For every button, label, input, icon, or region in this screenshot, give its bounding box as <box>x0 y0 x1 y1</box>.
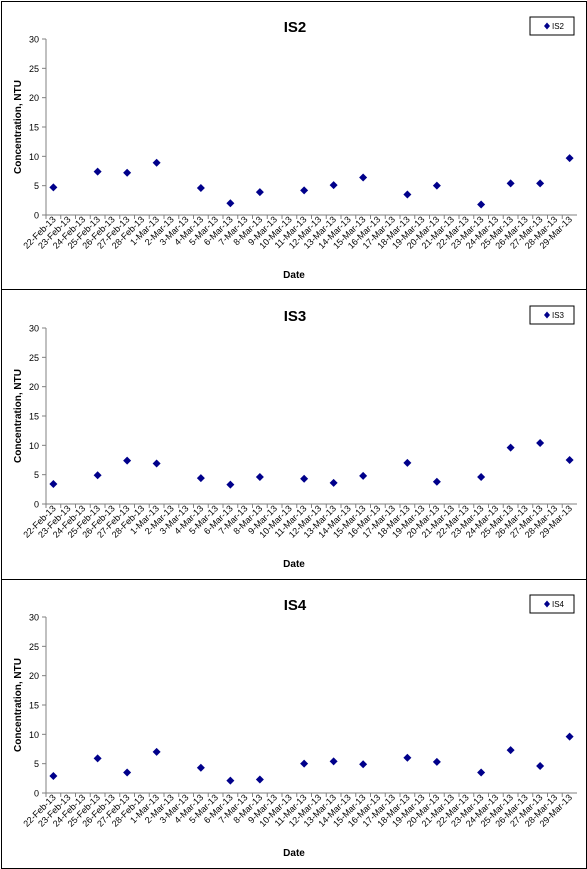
legend-marker <box>544 600 550 608</box>
y-tick-label: 30 <box>29 613 39 623</box>
y-tick-label: 10 <box>29 730 39 740</box>
y-tick-label: 0 <box>34 500 39 510</box>
data-point <box>152 459 161 468</box>
data-point <box>123 768 132 777</box>
data-point <box>506 746 515 755</box>
data-point <box>477 200 486 209</box>
y-tick-label: 25 <box>29 642 39 652</box>
legend-box <box>529 594 575 614</box>
y-tick-label: 5 <box>34 759 39 769</box>
data-point <box>477 473 486 482</box>
data-point <box>93 167 102 176</box>
y-tick-label: 15 <box>29 412 39 422</box>
legend: IS3 <box>529 305 575 325</box>
data-point <box>506 179 515 188</box>
data-point <box>300 759 309 768</box>
data-point <box>359 760 368 769</box>
data-point <box>565 456 574 464</box>
data-point <box>49 480 58 489</box>
y-tick-label: 0 <box>34 211 39 221</box>
data-point <box>49 771 58 780</box>
data-point <box>152 158 161 167</box>
data-point <box>506 443 515 452</box>
legend-label: IS4 <box>552 600 565 609</box>
y-axis-title: Concentration, NTU <box>13 658 24 752</box>
data-point <box>123 168 132 177</box>
data-point <box>329 181 338 190</box>
legend-label: IS3 <box>552 311 565 320</box>
y-tick-label: 10 <box>29 441 39 451</box>
legend: IS2 <box>529 16 575 36</box>
chart-svg: IS2 IS205101520253022-Feb-1323-Feb-1324-F… <box>13 16 577 281</box>
y-tick-label: 20 <box>29 93 39 103</box>
data-point <box>536 438 545 447</box>
data-point <box>403 753 412 762</box>
y-tick-label: 20 <box>29 671 39 681</box>
data-point <box>196 474 205 483</box>
data-point <box>300 186 309 195</box>
legend-marker <box>544 311 550 319</box>
x-axis-title: Date <box>283 559 305 570</box>
legend-marker <box>544 22 550 30</box>
y-tick-label: 5 <box>34 470 39 480</box>
data-point <box>359 471 368 480</box>
data-point <box>49 183 58 192</box>
data-point <box>226 199 235 208</box>
data-point <box>93 754 102 763</box>
data-point <box>255 775 264 784</box>
x-axis-title: Date <box>283 270 305 281</box>
data-point <box>152 747 161 756</box>
chart-svg: IS4 IS405101520253022-Feb-1323-Feb-1324-F… <box>13 594 577 859</box>
data-point <box>403 190 412 199</box>
data-point <box>432 477 441 486</box>
y-tick-label: 15 <box>29 701 39 711</box>
y-tick-label: 0 <box>34 789 39 799</box>
y-tick-label: 30 <box>29 324 39 334</box>
chart-panel-is4: IS4 IS4 0 5 10 15 20 25 30 22-Feb-13 23-Feb-13 24-F… <box>1 579 587 869</box>
data-point <box>565 732 574 741</box>
data-point <box>196 184 205 193</box>
y-tick-label: 20 <box>29 382 39 392</box>
y-axis-title: Concentration, NTU <box>13 369 24 463</box>
data-point <box>403 458 412 467</box>
y-tick-label: 25 <box>29 353 39 363</box>
data-point <box>226 480 235 489</box>
data-point <box>226 776 235 785</box>
data-point <box>432 181 441 190</box>
legend: IS4 <box>529 594 575 614</box>
chart-title: IS4 <box>284 597 307 614</box>
y-tick-label: 10 <box>29 152 39 162</box>
chart-title: IS2 <box>284 19 307 36</box>
y-tick-label: 25 <box>29 64 39 74</box>
y-tick-label: 15 <box>29 123 39 133</box>
data-point <box>123 456 132 465</box>
legend-label: IS2 <box>552 22 565 31</box>
data-point <box>536 762 545 771</box>
data-point <box>359 173 368 182</box>
y-tick-label: 5 <box>34 181 39 191</box>
chart-title: IS3 <box>284 308 307 325</box>
data-point <box>536 179 545 188</box>
y-tick-label: 30 <box>29 35 39 45</box>
legend-box <box>529 16 575 36</box>
data-point <box>477 768 486 777</box>
data-point <box>329 478 338 487</box>
chart-panel-is3: IS3 IS3 0 5 10 15 20 25 30 22-Feb-13 23-Feb-13 24-F… <box>1 289 587 581</box>
data-point <box>329 757 338 766</box>
y-axis-title: Concentration, NTU <box>13 80 24 174</box>
data-point <box>565 154 574 163</box>
data-point <box>255 188 264 197</box>
data-point <box>255 473 264 482</box>
data-point <box>432 757 441 766</box>
data-point <box>196 763 205 772</box>
chart-panel-is2: IS2 IS2 0 5 10 15 20 25 30 22-Feb-13 23-Feb-13 24-F… <box>1 1 587 291</box>
legend-box <box>529 305 575 325</box>
data-point <box>300 474 309 483</box>
data-point <box>93 471 102 480</box>
x-axis-title: Date <box>283 848 305 859</box>
chart-svg: IS3 IS305101520253022-Feb-1323-Feb-1324-F… <box>13 305 577 570</box>
